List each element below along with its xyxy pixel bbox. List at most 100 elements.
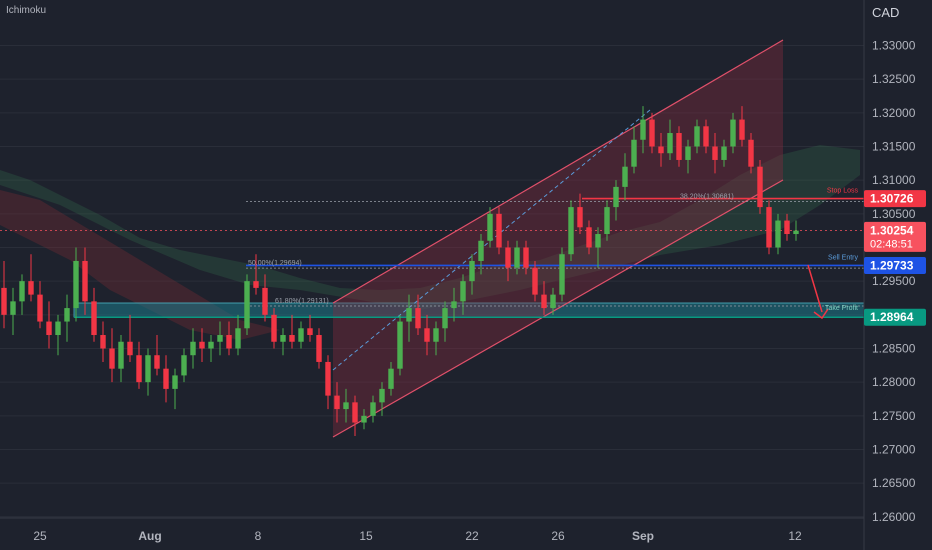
candle-body: [244, 281, 250, 329]
price-badge: [864, 308, 926, 326]
candle-body: [388, 368, 394, 389]
candle-body: [730, 119, 736, 147]
candle-body: [460, 281, 466, 302]
candle-body: [613, 186, 619, 208]
plot-background: [0, 0, 864, 518]
candle-body: [631, 139, 637, 167]
price-badge-label: 02:48:51: [870, 238, 913, 250]
price-badge: [864, 256, 926, 274]
candle-body: [136, 355, 142, 383]
fib-level-label: 38.20%(1.30681): [680, 194, 734, 201]
fib-level-label: 61.80%(1.29131): [275, 298, 329, 305]
candle-body: [595, 234, 601, 248]
channel-upper-line: [332, 39, 784, 304]
candle-body: [451, 301, 457, 309]
candle-body: [784, 220, 790, 235]
candle-body: [100, 335, 106, 349]
candle-body: [325, 361, 331, 396]
candle-body: [226, 335, 232, 349]
candle-body: [667, 133, 673, 154]
candle-body: [766, 207, 772, 248]
candle-body: [64, 308, 70, 322]
y-tick-label: 1.31500: [872, 139, 916, 153]
cloud-area-red: [0, 190, 280, 340]
candle-body: [19, 281, 25, 302]
candle-body: [10, 301, 16, 315]
candle-body: [523, 247, 529, 268]
candle-body: [748, 139, 754, 167]
candle-body: [361, 415, 367, 423]
candle-body: [721, 146, 727, 160]
candle-body: [415, 308, 421, 329]
candle-body: [316, 335, 322, 362]
candle-body: [208, 341, 214, 349]
candle-body: [334, 395, 340, 410]
y-tick-label: 1.31000: [872, 173, 916, 187]
candle-body: [307, 328, 313, 336]
candle-body: [127, 341, 133, 356]
candle-body: [604, 207, 610, 235]
channel-lower-line: [332, 179, 784, 438]
y-tick-label: 1.27000: [872, 442, 916, 456]
cloud-area-green: [0, 145, 860, 310]
y-tick-label: 1.29500: [872, 274, 916, 288]
candle-body: [694, 126, 700, 147]
candle-body: [685, 146, 691, 160]
candle-body: [190, 341, 196, 356]
price-badge-label: 1.28964: [870, 310, 914, 324]
annotations: 38.20%(1.30681) 50.00%(1.29694) 61.80%(1.2…: [248, 188, 858, 312]
candle-body: [73, 260, 79, 309]
ichimoku-cloud: [0, 145, 860, 340]
candle-body: [640, 119, 646, 140]
candle-body: [514, 247, 520, 268]
x-tick-label: 12: [788, 529, 802, 543]
price-badge-label: 1.30254: [870, 223, 914, 237]
candle-body: [478, 240, 484, 261]
candle-body: [433, 328, 439, 342]
candle-body: [397, 321, 403, 369]
candle-body: [586, 227, 592, 248]
price-badge-label: 1.29733: [870, 258, 914, 272]
candle-body: [442, 308, 448, 329]
candle-body: [109, 348, 115, 369]
candle-body: [370, 402, 376, 416]
indicator-label[interactable]: Ichimoku: [6, 5, 47, 16]
projection-arrow: [807, 264, 829, 320]
x-tick-label: 8: [255, 529, 262, 543]
candle-body: [622, 166, 628, 187]
x-tick-label: 15: [359, 529, 373, 543]
candle-body: [775, 220, 781, 248]
projection-arrow-head: [813, 308, 829, 320]
candle-body: [406, 308, 412, 322]
candle-body: [577, 207, 583, 228]
candle-body: [217, 335, 223, 342]
candle-body: [352, 402, 358, 423]
candle-body: [559, 254, 565, 295]
candle-body: [739, 119, 745, 140]
stop-loss-label: Stop Loss: [827, 188, 859, 195]
candle-body: [703, 126, 709, 147]
candle-body: [181, 355, 187, 376]
candle-body: [568, 207, 574, 255]
x-tick-label: 26: [551, 529, 565, 543]
candle-body: [541, 294, 547, 309]
candle-body: [28, 281, 34, 295]
candle-body: [46, 321, 52, 336]
candle-body: [757, 166, 763, 208]
candle-body: [343, 402, 349, 410]
candle-body: [82, 260, 88, 302]
price-badge: [864, 221, 926, 252]
y-tick-label: 1.30500: [872, 207, 916, 221]
candle-body: [532, 267, 538, 295]
candle-body: [505, 247, 511, 268]
candle-body: [154, 355, 160, 369]
fib-level-label: 50.00%(1.29694): [248, 260, 302, 267]
time-axis[interactable]: 25 Aug 8 15 22 26 Sep 12: [33, 529, 802, 543]
candle-body: [289, 335, 295, 342]
candle-body: [712, 146, 718, 160]
candle-body: [658, 146, 664, 154]
price-axis[interactable]: 1.33000 1.32500 1.32000 1.31500 1.31000 1.305…: [872, 39, 916, 524]
